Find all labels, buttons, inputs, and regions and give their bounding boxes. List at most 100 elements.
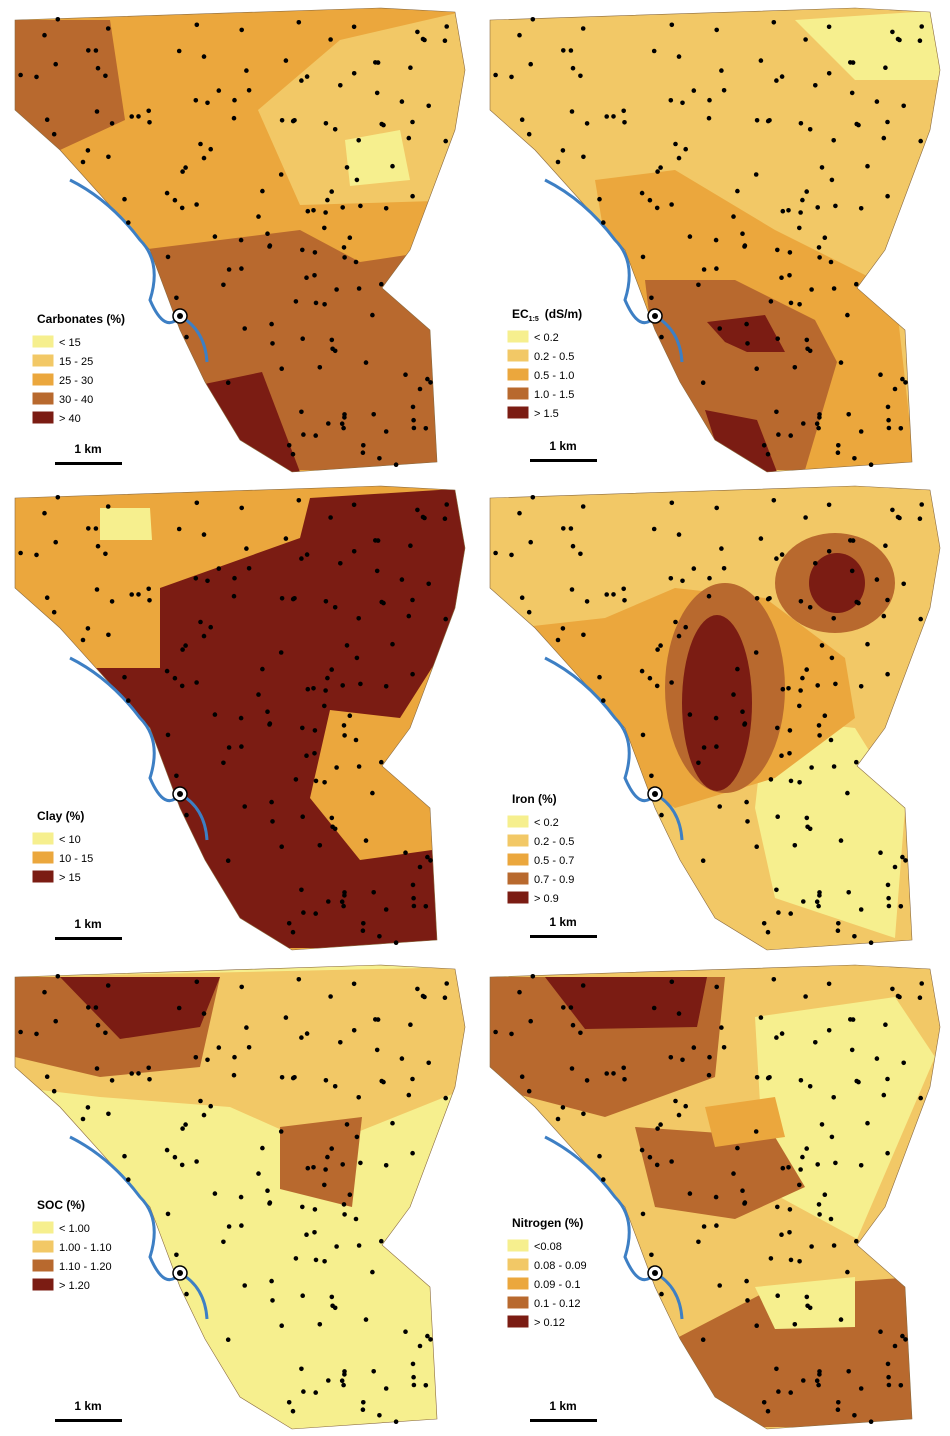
- sample-point: [45, 1074, 50, 1079]
- scale-label: 1 km: [74, 442, 101, 456]
- sample-point: [655, 206, 660, 211]
- sample-point: [110, 1078, 115, 1083]
- legend-title-text: SOC (%): [37, 1198, 85, 1212]
- sample-point: [198, 1099, 203, 1104]
- sample-point: [81, 638, 86, 643]
- sample-point: [208, 625, 213, 630]
- sample-point: [297, 977, 302, 982]
- sample-point: [885, 194, 890, 199]
- legend-swatch: [507, 872, 529, 885]
- sample-point: [122, 1154, 127, 1159]
- sample-point: [227, 267, 232, 272]
- sample-point: [194, 1055, 199, 1060]
- sample-point: [781, 687, 786, 692]
- sample-point: [740, 231, 745, 236]
- sample-point: [815, 421, 820, 426]
- sample-point: [918, 1096, 923, 1101]
- sample-point: [817, 1202, 822, 1207]
- legend-swatch: [507, 1315, 529, 1328]
- sample-point: [379, 282, 384, 287]
- scale-bar: [530, 935, 597, 938]
- sample-point: [304, 753, 309, 758]
- sample-point: [354, 260, 359, 265]
- sample-point: [284, 1015, 289, 1020]
- sample-point: [42, 990, 47, 995]
- sample-point: [244, 68, 249, 73]
- sample-point: [740, 709, 745, 714]
- sample-point: [832, 764, 837, 769]
- sample-point: [776, 910, 781, 915]
- sample-point: [775, 1293, 780, 1298]
- sample-point: [735, 667, 740, 672]
- sample-point: [136, 592, 141, 597]
- sample-point: [34, 75, 39, 80]
- sample-point: [312, 751, 317, 756]
- sample-point: [338, 561, 343, 566]
- sample-point: [110, 599, 115, 604]
- sample-point: [859, 907, 864, 912]
- legend-swatch: [507, 387, 529, 400]
- sample-point: [147, 1077, 152, 1082]
- sample-point: [774, 1035, 779, 1040]
- sample-point: [744, 322, 749, 327]
- sample-point: [299, 410, 304, 415]
- sample-point: [670, 23, 675, 28]
- sample-point: [390, 1121, 395, 1126]
- sample-point: [673, 620, 678, 625]
- sample-point: [410, 1077, 415, 1082]
- sample-point: [820, 1122, 825, 1127]
- sample-point: [239, 238, 244, 243]
- sample-point: [361, 928, 366, 933]
- sample-point: [358, 1161, 363, 1166]
- sample-point: [621, 587, 626, 592]
- sample-point: [301, 910, 306, 915]
- sample-point: [531, 495, 536, 500]
- sample-point: [371, 890, 376, 895]
- sample-point: [205, 1058, 210, 1063]
- sample-point: [816, 904, 821, 909]
- sample-point: [86, 626, 91, 631]
- sample-point: [701, 380, 706, 385]
- sample-point: [328, 37, 333, 42]
- sample-point: [313, 1390, 318, 1395]
- sample-point: [528, 1019, 533, 1024]
- sample-point: [640, 1148, 645, 1153]
- sample-point: [677, 156, 682, 161]
- sample-point: [348, 713, 353, 718]
- sample-point: [294, 777, 299, 782]
- sample-point: [801, 1378, 806, 1383]
- sample-point: [348, 235, 353, 240]
- sample-point: [883, 65, 888, 70]
- legend-label: 0.2 - 0.5: [534, 836, 574, 848]
- sample-point: [804, 1146, 809, 1151]
- sample-point: [885, 598, 890, 603]
- legend-swatch: [507, 1277, 529, 1290]
- sample-point: [570, 1066, 575, 1071]
- sample-point: [893, 1344, 898, 1349]
- sample-point: [701, 858, 706, 863]
- sample-point: [836, 921, 841, 926]
- sample-point: [364, 360, 369, 365]
- sample-point: [797, 1183, 802, 1188]
- sample-point: [354, 738, 359, 743]
- sample-point: [284, 536, 289, 541]
- sample-point: [692, 88, 697, 93]
- sample-point: [342, 245, 347, 250]
- sample-point: [669, 202, 674, 207]
- sample-point: [899, 426, 904, 431]
- sample-point: [585, 599, 590, 604]
- sample-point: [578, 1031, 583, 1036]
- sample-point: [312, 273, 317, 278]
- legend-swatch: [32, 1240, 54, 1253]
- sample-point: [329, 189, 334, 194]
- sample-point: [326, 899, 331, 904]
- legend-title-text: Nitrogen (%): [512, 1216, 583, 1230]
- legend-title: Carbonates (%): [37, 312, 125, 326]
- sample-point: [918, 38, 923, 43]
- sample-point: [827, 503, 832, 508]
- sample-point: [323, 1167, 328, 1172]
- sample-point: [717, 1283, 722, 1288]
- sample-point: [342, 1202, 347, 1207]
- sample-point: [313, 728, 318, 733]
- sample-point: [793, 365, 798, 370]
